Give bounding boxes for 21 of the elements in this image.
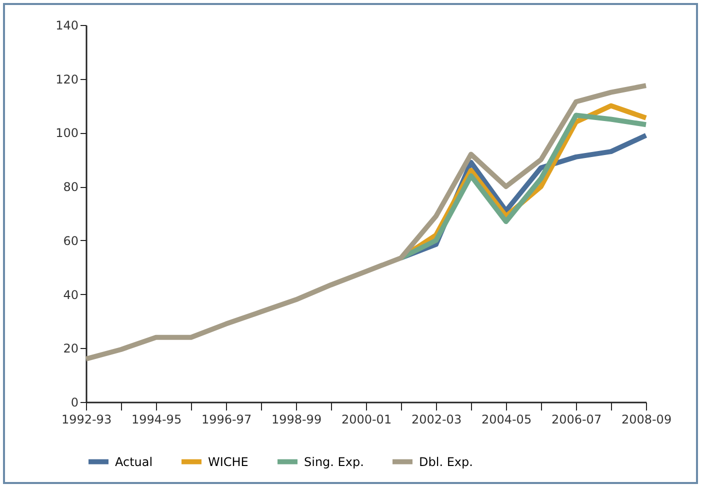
x-tick-label: 2008-09 [621,412,672,426]
y-tick-label: 20 [63,342,78,356]
x-tick-label: 2004-05 [481,412,532,426]
x-tick-label: 2002-03 [411,412,462,426]
x-tick-label: 1994-95 [131,412,182,426]
x-tick-label: 2000-01 [341,412,392,426]
x-tick-label: 1998-99 [271,412,322,426]
y-tick-label: 140 [56,18,78,32]
y-tick-label: 40 [63,288,78,302]
y-tick-label: 100 [56,126,78,140]
y-tick-label: 80 [63,180,78,194]
y-tick-label: 120 [56,72,78,86]
y-tick-label: 60 [63,234,78,248]
legend-label: WICHE [208,454,248,469]
legend-label: Sing. Exp. [304,454,364,469]
x-tick-label: 1992-93 [61,412,112,426]
legend-label: Dbl. Exp. [419,454,473,469]
legend-label: Actual [115,454,153,469]
x-tick-label: 2006-07 [551,412,602,426]
x-tick-label: 1996-97 [201,412,252,426]
y-tick-label: 0 [70,396,78,410]
